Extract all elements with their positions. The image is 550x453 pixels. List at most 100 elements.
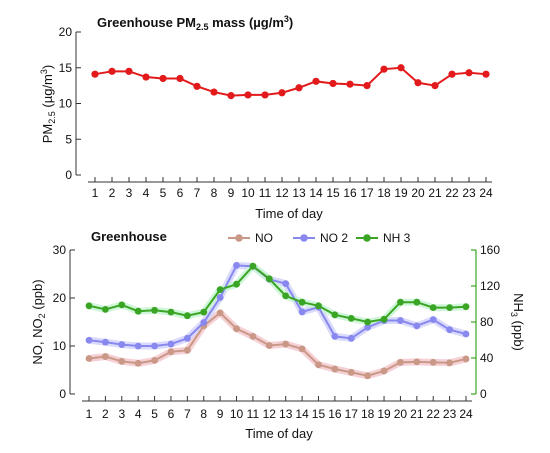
nh3-data-point bbox=[347, 315, 355, 322]
bottom-y-tick-label-right: 120 bbox=[480, 279, 500, 293]
pm25-data-point bbox=[210, 88, 218, 96]
bottom-y-tick-label-right: 40 bbox=[480, 351, 494, 365]
no2-data-point bbox=[397, 317, 404, 324]
top-x-tick-label: 23 bbox=[462, 186, 476, 200]
bottom-x-tick-label: 8 bbox=[200, 407, 207, 421]
bottom-x-tick-label: 11 bbox=[247, 407, 260, 421]
no-data-point bbox=[298, 345, 306, 353]
no-data-point bbox=[429, 358, 437, 366]
bottom-x-tick-label: 18 bbox=[361, 407, 375, 421]
no-data-point bbox=[265, 342, 273, 349]
bottom-chart-ylabel-left: NO, NO2 (ppb) bbox=[30, 279, 47, 364]
bottom-y-tick-label-right: 0 bbox=[480, 387, 487, 401]
bottom-x-tick-label: 10 bbox=[230, 407, 244, 421]
nh3-data-point bbox=[200, 308, 208, 316]
top-x-tick-label: 22 bbox=[445, 186, 459, 200]
pm25-data-point bbox=[414, 79, 422, 87]
top-x-tick-label: 9 bbox=[228, 186, 235, 200]
bottom-y-tick-label-left: 20 bbox=[53, 291, 67, 305]
no-data-point bbox=[216, 309, 224, 317]
bottom-x-tick-label: 4 bbox=[135, 407, 142, 421]
bottom-y-tick-label-left: 0 bbox=[59, 387, 66, 401]
top-x-tick-label: 1 bbox=[92, 186, 99, 200]
nh3-data-point bbox=[134, 307, 142, 315]
bottom-y-tick-label-right: 160 bbox=[480, 243, 500, 257]
no2-data-point bbox=[429, 316, 437, 323]
top-x-tick-label: 21 bbox=[428, 186, 442, 200]
top-x-tick-label: 13 bbox=[292, 186, 306, 200]
no-data-point bbox=[331, 365, 339, 373]
no-data-point bbox=[364, 372, 372, 380]
pm25-data-point bbox=[295, 84, 303, 92]
bottom-x-tick-label: 3 bbox=[118, 407, 125, 421]
no2-data-point bbox=[233, 261, 240, 269]
legend-no2-label: NO 2 bbox=[320, 231, 348, 245]
no2-data-point bbox=[413, 322, 421, 330]
top-y-tick-label: 20 bbox=[59, 25, 73, 39]
pm25-data-point bbox=[482, 70, 490, 78]
legend-nh3-swatch-marker bbox=[363, 234, 371, 242]
nh3-error-band bbox=[88, 262, 467, 326]
pm25-data-point bbox=[193, 82, 201, 90]
nh3-data-point bbox=[380, 315, 388, 323]
nh3-data-point bbox=[265, 275, 273, 283]
no2-data-point bbox=[462, 330, 470, 338]
nh3-data-point bbox=[216, 286, 224, 293]
no-data-point bbox=[413, 358, 421, 366]
no-data-point bbox=[249, 333, 257, 340]
bottom-x-tick-label: 5 bbox=[151, 407, 158, 421]
nh3-data-point bbox=[462, 303, 470, 311]
pm25-data-point bbox=[448, 70, 456, 78]
top-y-tick-label: 0 bbox=[65, 168, 72, 182]
legend-nh3-label: NH 3 bbox=[383, 231, 411, 245]
nh3-data-point bbox=[183, 312, 191, 320]
bottom-x-tick-label: 1 bbox=[86, 407, 93, 421]
bottom-x-tick-label: 22 bbox=[427, 407, 441, 421]
pm25-data-point bbox=[108, 67, 116, 75]
no2-data-point bbox=[167, 340, 175, 348]
top-x-tick-label: 7 bbox=[194, 186, 201, 200]
pm25-data-point bbox=[329, 79, 337, 88]
nh3-data-point bbox=[413, 298, 421, 306]
top-x-tick-label: 10 bbox=[241, 186, 255, 200]
top-chart-title: Greenhouse PM2.5 mass (µg/m3) bbox=[97, 14, 293, 32]
pm25-series-line bbox=[94, 66, 487, 97]
nh3-data-point bbox=[331, 311, 339, 319]
nh3-data-point bbox=[315, 302, 322, 310]
no-data-point bbox=[101, 353, 109, 360]
top-x-tick-label: 20 bbox=[411, 186, 425, 200]
no2-data-point bbox=[331, 333, 339, 340]
pm25-data-point bbox=[125, 67, 133, 75]
pm25-data-point bbox=[431, 82, 439, 90]
no2-data-point bbox=[282, 280, 290, 287]
no2-data-point bbox=[118, 341, 126, 348]
nh3-data-point bbox=[167, 308, 175, 316]
nh3-data-point bbox=[298, 298, 306, 306]
top-x-tick-label: 16 bbox=[343, 186, 357, 200]
pm25-data-point bbox=[261, 91, 269, 99]
top-chart-ylabel: PM2.5 (µg/m3) bbox=[39, 65, 57, 143]
pm25-data-point bbox=[380, 65, 388, 73]
top-x-tick-label: 14 bbox=[309, 186, 323, 200]
no-data-point bbox=[347, 369, 355, 376]
nh3-data-point bbox=[282, 292, 290, 300]
bottom-y-tick-label-left: 10 bbox=[53, 339, 67, 353]
top-x-tick-label: 15 bbox=[326, 186, 340, 200]
no-data-point bbox=[118, 357, 126, 365]
nh3-data-point bbox=[101, 306, 109, 313]
no-data-point bbox=[397, 358, 404, 366]
nh3-data-point bbox=[446, 304, 454, 311]
no-data-point bbox=[380, 367, 388, 375]
no-data-point bbox=[282, 340, 290, 348]
no-data-point bbox=[315, 361, 322, 369]
no2-data-point bbox=[364, 323, 372, 331]
bottom-x-tick-label: 15 bbox=[312, 407, 326, 421]
legend-no-swatch-marker bbox=[235, 234, 243, 242]
top-x-tick-label: 6 bbox=[177, 186, 184, 200]
nh3-data-point bbox=[397, 298, 404, 306]
bottom-chart-ylabel-right: NH3 (ppb) bbox=[509, 293, 526, 351]
pm25-data-point bbox=[244, 91, 252, 99]
nh3-data-point bbox=[151, 306, 158, 314]
top-x-tick-label: 5 bbox=[160, 186, 167, 200]
